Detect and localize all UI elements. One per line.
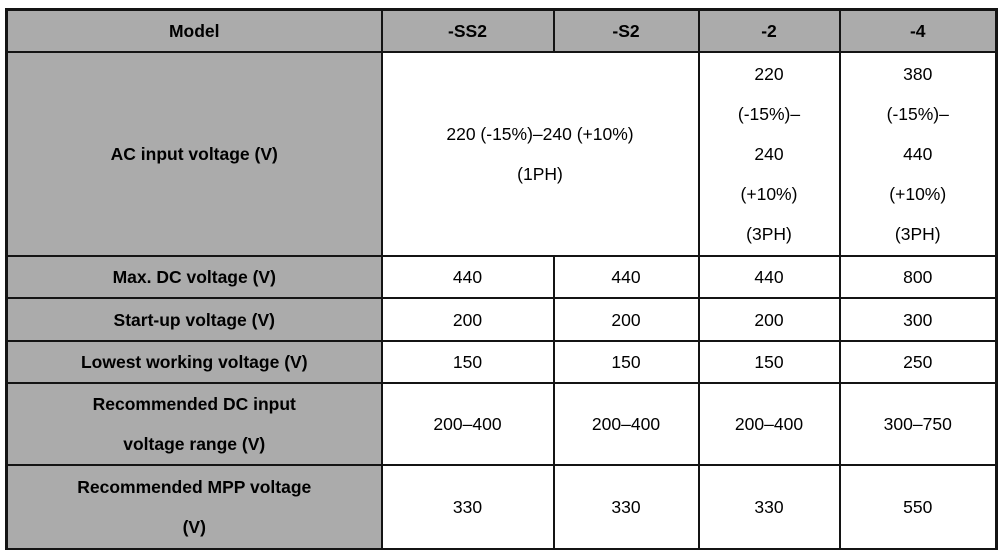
cell-startup-ss2: 200 [380, 297, 555, 342]
cell-startup-2: 200 [697, 297, 841, 342]
row-label-startup-voltage: Start-up voltage (V) [5, 297, 383, 342]
row-label-max-dc-voltage: Max. DC voltage (V) [5, 255, 383, 299]
row-max-dc-voltage: Max. DC voltage (V) 440 440 440 800 [5, 255, 998, 299]
row-ac-input-voltage: AC input voltage (V) 220 (-15%)–240 (+10… [5, 51, 998, 257]
row-lowest-working-voltage: Lowest working voltage (V) 150 150 150 2… [5, 340, 998, 384]
row-label-recommended-mpp-voltage: Recommended MPP voltage (V) [5, 464, 383, 550]
cell-recdc-s2: 200–400 [552, 382, 700, 466]
cell-startup-s2: 200 [552, 297, 700, 342]
col-header-model: Model [5, 8, 383, 53]
row-startup-voltage: Start-up voltage (V) 200 200 200 300 [5, 297, 998, 342]
cell-ac-4: 380 (-15%)– 440 (+10%) (3PH) [838, 51, 998, 257]
cell-recdc-ss2: 200–400 [380, 382, 555, 466]
cell-recdc-2: 200–400 [697, 382, 841, 466]
col-header-4: -4 [838, 8, 998, 53]
col-header-ss2: -SS2 [380, 8, 555, 53]
cell-maxdc-ss2: 440 [380, 255, 555, 299]
cell-ac-2: 220 (-15%)– 240 (+10%) (3PH) [697, 51, 841, 257]
cell-ac-ss2-s2: 220 (-15%)–240 (+10%) (1PH) [380, 51, 700, 257]
cell-lowest-ss2: 150 [380, 340, 555, 384]
row-label-lowest-working-voltage: Lowest working voltage (V) [5, 340, 383, 384]
spec-table: Model -SS2 -S2 -2 -4 AC input voltage (V… [5, 8, 998, 550]
cell-lowest-4: 250 [838, 340, 998, 384]
cell-maxdc-2: 440 [697, 255, 841, 299]
cell-lowest-2: 150 [697, 340, 841, 384]
cell-maxdc-s2: 440 [552, 255, 700, 299]
row-recommended-dc-input-range: Recommended DC input voltage range (V) 2… [5, 382, 998, 466]
col-header-2: -2 [697, 8, 841, 53]
row-label-recommended-dc-input-range: Recommended DC input voltage range (V) [5, 382, 383, 466]
header-row: Model -SS2 -S2 -2 -4 [5, 8, 998, 53]
cell-recdc-4: 300–750 [838, 382, 998, 466]
cell-mpp-2: 330 [697, 464, 841, 550]
cell-mpp-s2: 330 [552, 464, 700, 550]
cell-lowest-s2: 150 [552, 340, 700, 384]
row-recommended-mpp-voltage: Recommended MPP voltage (V) 330 330 330 … [5, 464, 998, 550]
cell-maxdc-4: 800 [838, 255, 998, 299]
col-header-s2: -S2 [552, 8, 700, 53]
row-label-ac-input-voltage: AC input voltage (V) [5, 51, 383, 257]
cell-mpp-4: 550 [838, 464, 998, 550]
cell-mpp-ss2: 330 [380, 464, 555, 550]
cell-startup-4: 300 [838, 297, 998, 342]
